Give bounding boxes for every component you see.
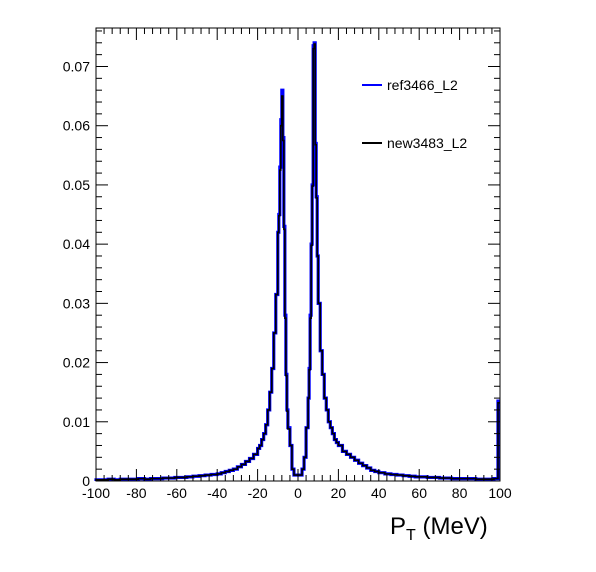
y-tick-label: 0.03: [63, 295, 90, 311]
y-tick-label: 0.02: [63, 355, 90, 371]
x-tick-label: -60: [167, 485, 187, 501]
x-axis-title-subscript: T: [406, 527, 416, 544]
x-tick-label: 40: [371, 485, 387, 501]
x-tick-label: -20: [247, 485, 267, 501]
x-tick-label: -40: [207, 485, 227, 501]
x-tick-label: 60: [411, 485, 427, 501]
ticks-layer: [95, 28, 501, 482]
y-tick-label: 0.06: [63, 118, 90, 134]
y-tick-labels: 0 0.01 0.02 0.03 0.04 0.05 0.06 0.07: [63, 58, 90, 489]
x-tick-label: -100: [82, 485, 110, 501]
legend: ref3466_L2 new3483_L2: [362, 77, 467, 151]
legend-label-ref: ref3466_L2: [387, 77, 458, 93]
x-tick-label: 80: [452, 485, 468, 501]
y-tick-label: 0.05: [63, 177, 90, 193]
y-tick-label: 0.04: [63, 236, 90, 252]
x-axis-title-main: P: [390, 513, 406, 540]
y-tick-label: 0: [82, 473, 90, 489]
y-tick-label: 0.01: [63, 414, 90, 430]
x-tick-label: 20: [331, 485, 347, 501]
legend-label-new: new3483_L2: [387, 135, 467, 151]
x-tick-label: 0: [294, 485, 302, 501]
x-axis-title-units: (MeV): [416, 513, 488, 540]
x-tick-label: -80: [126, 485, 146, 501]
x-tick-label: 100: [488, 485, 512, 501]
y-tick-label: 0.07: [63, 58, 90, 74]
x-axis-title: PT (MeV): [390, 513, 488, 544]
x-tick-labels: -100 -80 -60 -40 -20 0 20 40 60 80 100: [82, 485, 512, 501]
